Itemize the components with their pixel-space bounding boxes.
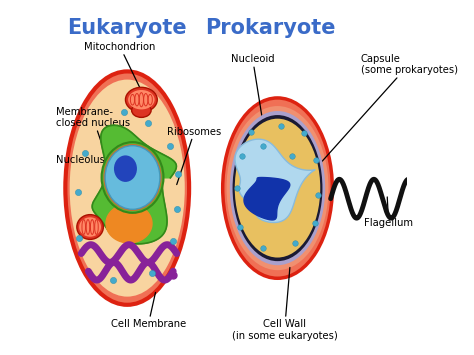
Polygon shape xyxy=(235,139,315,223)
Ellipse shape xyxy=(235,119,320,257)
Ellipse shape xyxy=(77,215,103,239)
Text: Nucleoid: Nucleoid xyxy=(231,54,274,147)
Ellipse shape xyxy=(105,146,160,209)
Ellipse shape xyxy=(128,90,155,109)
Ellipse shape xyxy=(103,144,162,211)
Ellipse shape xyxy=(230,111,325,265)
Ellipse shape xyxy=(114,155,137,182)
Text: Capsule
(some prokaryotes): Capsule (some prokaryotes) xyxy=(320,54,457,163)
Text: Prokaryote: Prokaryote xyxy=(205,18,336,38)
Ellipse shape xyxy=(233,115,322,261)
Ellipse shape xyxy=(132,103,151,118)
Text: Flagellum: Flagellum xyxy=(364,197,413,229)
Ellipse shape xyxy=(101,142,164,213)
Text: Ribosomes: Ribosomes xyxy=(167,126,221,185)
Text: Cell Membrane: Cell Membrane xyxy=(111,293,186,329)
Polygon shape xyxy=(106,204,152,243)
Text: Nucleolus: Nucleolus xyxy=(56,155,118,165)
Text: Cell Wall
(in some eukaryotes): Cell Wall (in some eukaryotes) xyxy=(232,267,337,340)
Ellipse shape xyxy=(126,87,157,112)
Ellipse shape xyxy=(70,80,185,297)
Text: Eukaryote: Eukaryote xyxy=(67,18,187,38)
Text: Membrane-
closed nucleus: Membrane- closed nucleus xyxy=(56,106,130,167)
Ellipse shape xyxy=(79,217,101,237)
Ellipse shape xyxy=(65,71,189,305)
Ellipse shape xyxy=(227,106,328,270)
Ellipse shape xyxy=(223,98,332,278)
Polygon shape xyxy=(244,178,290,220)
Text: Mitochondrion: Mitochondrion xyxy=(84,42,156,91)
Polygon shape xyxy=(92,125,176,244)
